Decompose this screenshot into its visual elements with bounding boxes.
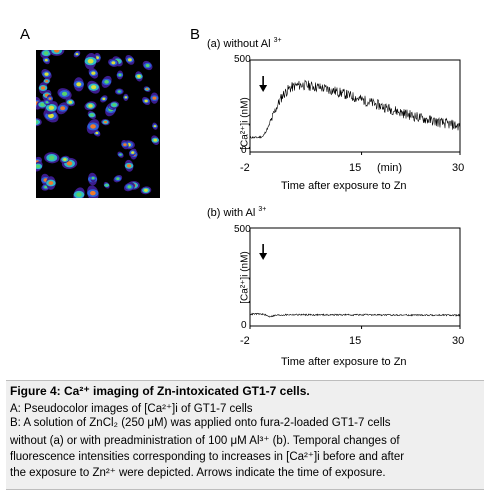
cell-blob (65, 98, 76, 107)
cell-blob (87, 80, 100, 94)
cell-blob (73, 50, 81, 58)
cell-blob (56, 102, 69, 115)
panel-b-label: B (190, 26, 201, 43)
cell-blob (150, 92, 159, 104)
cell-blob (87, 110, 97, 120)
cell-blob (101, 75, 112, 88)
cell-blob (140, 186, 152, 195)
cell-blob (142, 60, 153, 71)
cell-blob (88, 67, 99, 79)
plot-a-xtick-end: 30 (452, 162, 465, 174)
cell-blob (121, 140, 129, 150)
cell-blob (124, 159, 134, 172)
plot-a-ytick-max: 500 (234, 54, 251, 65)
cell-blob (49, 50, 65, 56)
cell-blob (142, 96, 151, 106)
plot-1-exposure-arrow-icon (259, 244, 268, 260)
caption-line-b4: the exposure to Zn²⁺ were depicted. Arro… (10, 467, 386, 479)
cell-blob (152, 122, 158, 130)
cell-blob (44, 152, 60, 164)
cell-blob (47, 94, 53, 103)
plot-a-xtick-start: -2 (240, 162, 250, 174)
cell-blob (59, 155, 70, 164)
plot-b-xlabel: Time after exposure to Zn (281, 356, 407, 368)
plot-0-trace (249, 79, 461, 139)
cell-blob (46, 176, 56, 190)
plot-a-xlabel: Time after exposure to Zn (281, 180, 407, 192)
plot-b-xtick-start: -2 (240, 335, 250, 347)
cell-blob (135, 71, 143, 82)
caption-line-b2: without (a) or with preadministration of… (10, 435, 400, 447)
cell-blob (128, 148, 137, 157)
cell-blob (103, 181, 110, 189)
cell-blob (41, 69, 52, 80)
plot-a-xunit: (min) (377, 162, 403, 174)
plot-0-frame (249, 59, 461, 153)
plot-b-ytick-max: 500 (234, 224, 251, 235)
panel-a-label: A (20, 26, 31, 43)
caption-line-b1: B: A solution of ZnCl₂ (250 μM) was appl… (10, 417, 391, 429)
cell-blob (87, 185, 99, 198)
cell-blob (101, 118, 110, 126)
figure-caption: Figure 4: Ca²⁺ imaging of Zn-intoxicated… (6, 380, 484, 490)
plot-b-xtick-end: 30 (452, 335, 465, 347)
cell-blob (108, 58, 119, 67)
pseudocolor-cell-image (36, 50, 160, 198)
cell-blob (109, 101, 120, 109)
cell-blob (125, 54, 135, 65)
cell-blob (151, 135, 160, 145)
cell-blob (113, 175, 123, 183)
caption-line-a: A: Pseudocolor images of [Ca²⁺]i of GT1-… (10, 403, 253, 415)
caption-title: Figure 4: Ca²⁺ imaging of Zn-intoxicated… (10, 384, 310, 398)
plot-a-ytick-min: 0 (241, 145, 247, 156)
cell-blob (40, 50, 52, 58)
cell-blob (114, 88, 124, 95)
cell-blob (36, 161, 43, 172)
plot-b-xtick-mid: 15 (349, 335, 362, 347)
plot-1-trace (249, 312, 461, 318)
cell-blob (143, 86, 151, 92)
plot-1-frame (249, 227, 461, 327)
cell-blob (57, 88, 72, 100)
cell-blob (36, 117, 42, 127)
cell-blob (123, 93, 129, 101)
cell-blob (90, 174, 96, 183)
plot-a-ylabel: [Ca²⁺]i (nM) (239, 97, 251, 150)
cell-blob (86, 119, 100, 134)
plot-a-title: (a) without Al 3+ (207, 37, 282, 50)
cell-blob (117, 151, 124, 158)
plot-a-xtick-mid: 15 (349, 162, 362, 174)
cell-blob (42, 56, 50, 65)
caption-line-b3: fluorescence intensities corresponding t… (10, 451, 405, 463)
cell-blob (84, 52, 97, 70)
cell-blob (100, 95, 108, 103)
plot-b-ytick-min: 0 (241, 320, 247, 331)
calcium-traces (249, 59, 461, 329)
plot-0-exposure-arrow-icon (259, 76, 268, 92)
cell-blob (84, 101, 97, 111)
plot-b-title: (b) with Al 3+ (207, 206, 267, 219)
cell-blob (116, 70, 124, 80)
cell-blob (38, 82, 48, 94)
plot-b-ylabel: [Ca²⁺]i (nM) (239, 251, 251, 304)
cell-blob (73, 77, 84, 92)
cell-blob (73, 187, 85, 198)
cell-blob (124, 182, 135, 192)
